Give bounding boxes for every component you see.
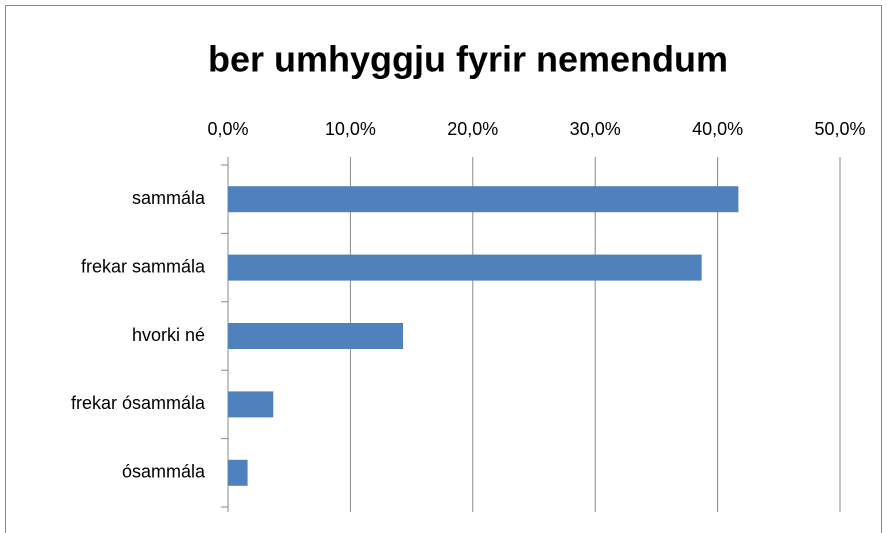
y-tick-label: hvorki né [132, 325, 205, 345]
x-tick-label: 50,0% [814, 119, 865, 139]
x-tick-label: 30,0% [570, 119, 621, 139]
y-tick-label: ósammála [122, 462, 206, 482]
bar [228, 254, 702, 281]
x-tick-label: 40,0% [692, 119, 743, 139]
chart-title: ber umhyggju fyrir nemendum [208, 39, 728, 80]
y-tick-label: frekar ósammála [71, 393, 206, 413]
x-tick-label: 0,0% [207, 119, 248, 139]
y-tick-label: frekar sammála [81, 256, 206, 276]
bar [228, 459, 248, 486]
bar [228, 186, 739, 213]
x-tick-label: 20,0% [447, 119, 498, 139]
bar [228, 323, 404, 349]
x-tick-label: 10,0% [325, 119, 376, 139]
y-tick-label: sammála [132, 188, 206, 208]
bar [228, 391, 274, 418]
